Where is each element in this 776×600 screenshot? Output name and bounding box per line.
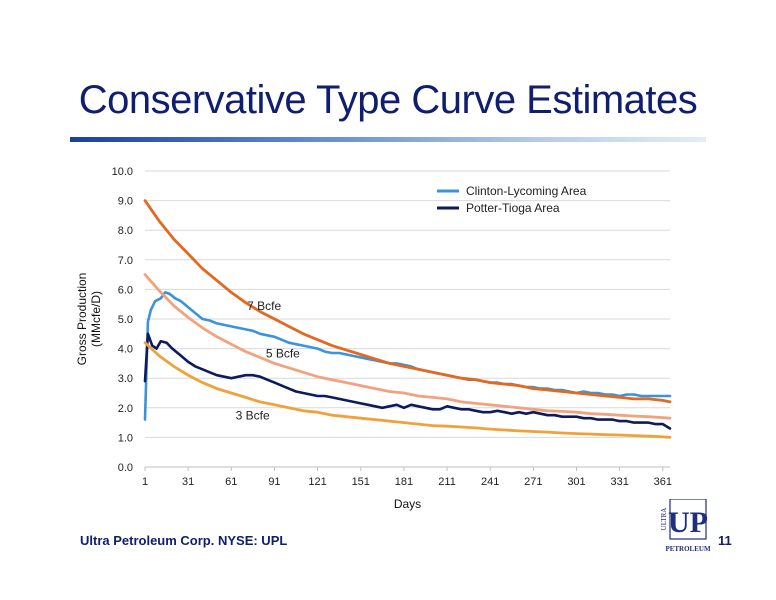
y-tick-label: 2.0: [118, 403, 133, 415]
x-tick-label: 211: [438, 476, 456, 488]
slide-title: Conservative Type Curve Estimates: [78, 78, 698, 122]
y-axis-title: Gross Production: [75, 273, 89, 366]
title-divider: [70, 137, 706, 142]
x-tick-label: 241: [481, 476, 499, 488]
x-tick-label: 301: [567, 476, 585, 488]
x-tick-label: 1: [142, 476, 148, 488]
x-tick-label: 361: [654, 476, 672, 488]
y-tick-label: 8.0: [118, 225, 133, 237]
x-tick-label: 271: [524, 476, 542, 488]
legend-entry: Clinton-Lycoming Area: [466, 184, 587, 198]
axes: 0.0 1.0 2.0 3.0 4.0 5.0 6.0 7.0 8.0 9.0 10.0 1 31 61 9…: [75, 166, 672, 511]
curve-label: 7 Bcfe: [247, 299, 281, 313]
series-line-clinton-lycoming-area: [143, 291, 672, 421]
x-tick-label: 331: [610, 476, 628, 488]
logo-mark: UP: [668, 506, 708, 539]
curve-label: 5 Bcfe: [266, 346, 300, 360]
chart-legend: Clinton-Lycoming Area Potter-Tioga Area: [437, 184, 587, 215]
series-line-7-bcfe: [143, 199, 672, 404]
curve-labels: 7 Bcfe 5 Bcfe 3 Bcfe: [236, 299, 301, 423]
page-number: 11: [718, 533, 732, 548]
y-tick-label: 10.0: [112, 166, 133, 178]
x-tick-label: 31: [182, 476, 194, 488]
series: [143, 199, 672, 439]
y-tick-label: 0.0: [118, 462, 133, 474]
y-tick-label: 1.0: [118, 432, 133, 444]
x-tick-label: 61: [225, 476, 237, 488]
y-axis-title: (MMcfe/D): [89, 291, 103, 347]
curve-label: 3 Bcfe: [236, 409, 270, 423]
y-tick-label: 6.0: [118, 284, 133, 296]
series-line-5-bcfe: [143, 273, 672, 420]
y-tick-label: 9.0: [118, 196, 133, 208]
logo-side-text: ULTRA: [660, 508, 668, 531]
ultra-petroleum-logo: UP ULTRA PETROLEUM: [660, 499, 711, 553]
gridlines: [145, 170, 670, 468]
x-tick-label: 121: [308, 476, 326, 488]
x-tick-label: 151: [352, 476, 370, 488]
x-axis-title: Days: [394, 497, 421, 511]
y-tick-label: 7.0: [118, 255, 133, 267]
series-line-potter-tioga-area: [143, 332, 672, 430]
x-tick-label: 181: [395, 476, 413, 488]
y-tick-label: 4.0: [118, 344, 133, 356]
y-tick-label: 5.0: [118, 314, 133, 326]
legend-entry: Potter-Tioga Area: [466, 201, 560, 215]
series-line-3-bcfe: [143, 341, 672, 439]
y-tick-label: 3.0: [118, 373, 133, 385]
x-tick-label: 91: [268, 476, 280, 488]
logo-bottom-text: PETROLEUM: [665, 545, 711, 553]
footer-company: Ultra Petroleum Corp. NYSE: UPL: [80, 533, 288, 548]
